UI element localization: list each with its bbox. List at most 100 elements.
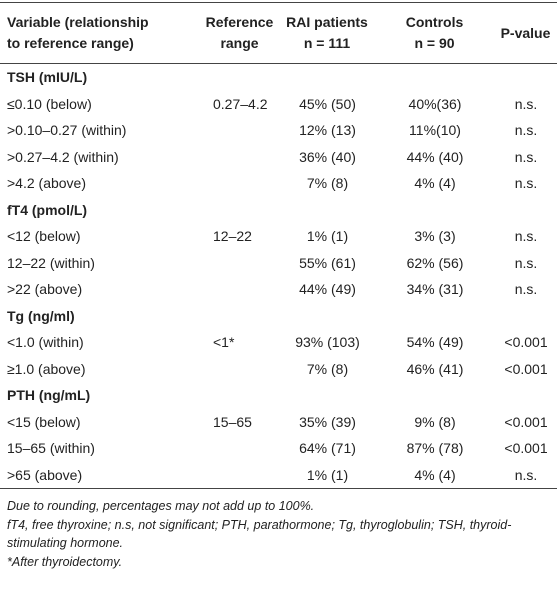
header-row: Variable (relationship to reference range… xyxy=(0,2,557,64)
cell-text: n.s. xyxy=(514,228,538,245)
header-text: range xyxy=(220,35,259,51)
table-header: Variable (relationship to reference range… xyxy=(0,2,557,64)
cell xyxy=(200,170,280,197)
cell: 40%(36) xyxy=(375,91,495,118)
cell-text: 46% (41) xyxy=(406,360,464,377)
section-text: PTH (ng/mL) xyxy=(7,387,91,404)
cell: 11%(10) xyxy=(375,117,495,144)
section-text: fT4 (pmol/L) xyxy=(7,201,88,218)
cell-text: 4% (4) xyxy=(414,175,456,192)
cell-text: 62% (56) xyxy=(406,254,464,271)
cell-text: 35% (39) xyxy=(299,413,356,430)
cell: n.s. xyxy=(495,462,557,489)
cell-text: 54% (49) xyxy=(406,334,464,351)
cell-text: ≥1.0 (above) xyxy=(7,360,86,377)
header-cell: Controls n = 90 xyxy=(375,3,495,64)
cell: n.s. xyxy=(495,223,557,250)
data-row: ≥1.0 (above) 7% (8) 46% (41) <0.001 xyxy=(0,356,557,383)
cell: n.s. xyxy=(495,276,557,303)
header-cell: Variable (relationship to reference range… xyxy=(0,3,200,64)
cell: 44% (49) xyxy=(280,276,375,303)
data-row: <15 (below) 15–65 35% (39) 9% (8) <0.001 xyxy=(0,409,557,436)
cell: 0.27–4.2 xyxy=(200,91,280,118)
footnote: Due to rounding, percentages may not add… xyxy=(7,497,550,516)
cell: <0.001 xyxy=(495,356,557,383)
cell: >65 (above) xyxy=(0,462,200,489)
cell xyxy=(200,144,280,171)
data-row: 12–22 (within) 55% (61) 62% (56) n.s. xyxy=(0,250,557,277)
section-row: PTH (ng/mL) xyxy=(0,382,557,409)
cell: 35% (39) xyxy=(280,409,375,436)
cell xyxy=(200,462,280,489)
cell-text: >4.2 (above) xyxy=(7,175,86,192)
cell-text: n.s. xyxy=(514,122,538,139)
cell-text: 0.27–4.2 xyxy=(213,95,268,112)
footnote: *After thyroidectomy. xyxy=(7,553,550,572)
header-cell: RAI patients n = 111 xyxy=(280,3,375,64)
cell-text: <0.001 xyxy=(504,413,548,430)
header-text: Controls xyxy=(405,14,464,30)
cell-text: 44% (40) xyxy=(406,148,464,165)
cell: n.s. xyxy=(495,91,557,118)
header-cell: P-value xyxy=(495,3,557,64)
section-row: TSH (mIU/L) xyxy=(0,64,557,91)
footnote-text: Due to rounding, percentages may not add… xyxy=(7,499,315,513)
cell-text: >65 (above) xyxy=(7,466,83,483)
cell: <0.001 xyxy=(495,409,557,436)
cell-text: n.s. xyxy=(514,175,538,192)
header-text: P-value xyxy=(500,24,551,41)
cell-text: <1* xyxy=(213,334,235,351)
header-text: n = 90 xyxy=(414,35,455,51)
cell: >4.2 (above) xyxy=(0,170,200,197)
cell-text: <15 (below) xyxy=(7,413,81,430)
cell: >0.27–4.2 (within) xyxy=(0,144,200,171)
cell: 12–22 xyxy=(200,223,280,250)
cell-text: >22 (above) xyxy=(7,281,83,298)
data-row: ≤0.10 (below) 0.27–4.2 45% (50) 40%(36) n.s. xyxy=(0,91,557,118)
cell: 1% (1) xyxy=(280,462,375,489)
cell-text: 7% (8) xyxy=(306,175,349,192)
cell: <1.0 (within) xyxy=(0,329,200,356)
cell: 4% (4) xyxy=(375,170,495,197)
header-text: Reference xyxy=(205,14,274,30)
cell-text: 1% (1) xyxy=(306,228,349,245)
cell xyxy=(200,117,280,144)
cell: 34% (31) xyxy=(375,276,495,303)
cell-text: <12 (below) xyxy=(7,228,81,245)
cell-text: n.s. xyxy=(514,148,538,165)
cell: 15–65 xyxy=(200,409,280,436)
cell: <12 (below) xyxy=(0,223,200,250)
cell: 15–65 (within) xyxy=(0,435,200,462)
cell-text: <0.001 xyxy=(504,360,548,377)
cell-text: ≤0.10 (below) xyxy=(7,95,92,112)
cell-text: 36% (40) xyxy=(299,148,356,165)
cell: 4% (4) xyxy=(375,462,495,489)
cell: 54% (49) xyxy=(375,329,495,356)
cell: ≤0.10 (below) xyxy=(0,91,200,118)
section-title: TSH (mIU/L) xyxy=(0,64,557,91)
cell-text: n.s. xyxy=(514,95,538,112)
cell-text: >0.27–4.2 (within) xyxy=(7,148,119,165)
data-row: >0.27–4.2 (within) 36% (40) 44% (40) n.s. xyxy=(0,144,557,171)
cell: <0.001 xyxy=(495,435,557,462)
cell: <0.001 xyxy=(495,329,557,356)
cell: ≥1.0 (above) xyxy=(0,356,200,383)
cell: n.s. xyxy=(495,144,557,171)
section-text: TSH (mIU/L) xyxy=(7,69,88,86)
data-table: Variable (relationship to reference range… xyxy=(0,2,557,489)
cell-text: 12–22 xyxy=(213,228,252,245)
cell-text: 9% (8) xyxy=(414,413,456,430)
cell: 45% (50) xyxy=(280,91,375,118)
cell-text: 87% (78) xyxy=(406,440,464,457)
cell-text: 12% (13) xyxy=(299,122,356,139)
footnotes: Due to rounding, percentages may not add… xyxy=(0,489,557,571)
cell-text: 11%(10) xyxy=(409,122,461,139)
cell xyxy=(200,435,280,462)
cell: 3% (3) xyxy=(375,223,495,250)
cell-text: <0.001 xyxy=(504,334,548,351)
footnote-text: fT4, free thyroxine; n.s, not significan… xyxy=(7,517,512,551)
cell: 87% (78) xyxy=(375,435,495,462)
cell: 64% (71) xyxy=(280,435,375,462)
cell: <1* xyxy=(200,329,280,356)
cell-text: 4% (4) xyxy=(414,466,456,483)
